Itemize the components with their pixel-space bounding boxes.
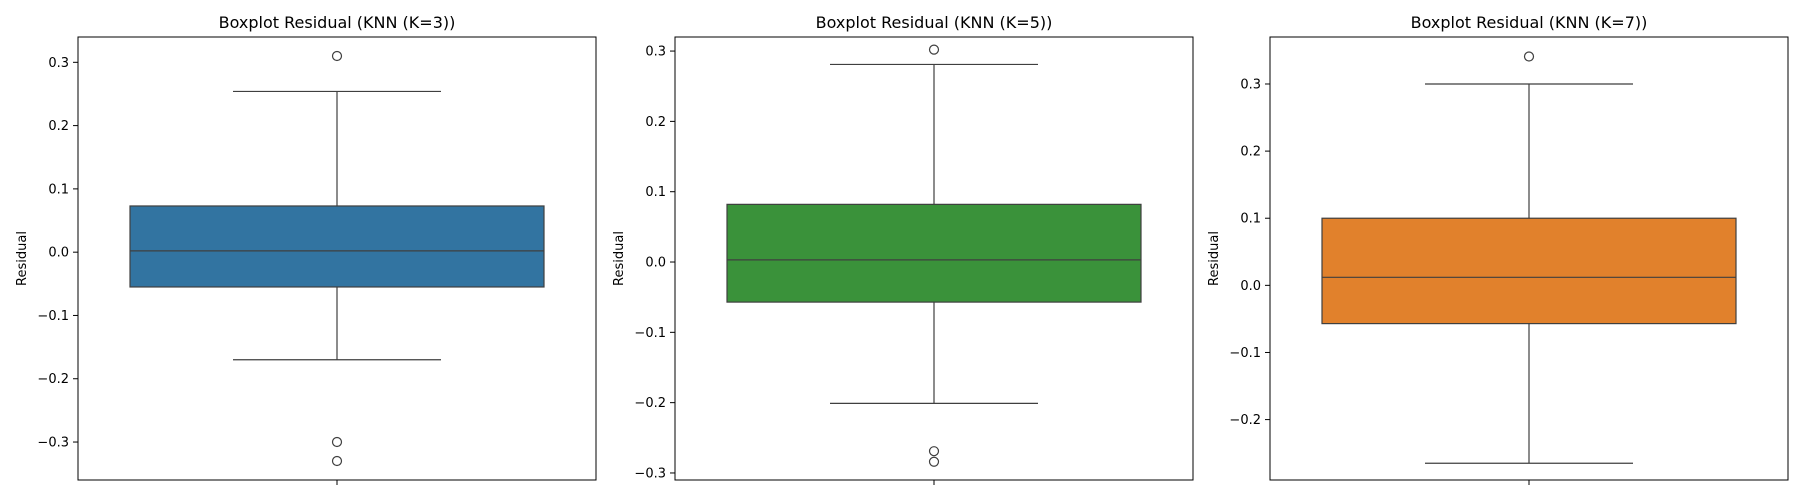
y-tick-label: −0.3 (634, 466, 666, 481)
outlier-point (331, 455, 343, 467)
y-tick-label: −0.1 (37, 309, 69, 324)
y-tick-label: 0.2 (48, 119, 69, 134)
y-tick-label: 0.1 (48, 182, 69, 197)
chart-panel-1: Boxplot Residual (KNN (K=3)) Residual −0.3… (15, 13, 597, 485)
outlier-point (928, 446, 940, 457)
iqr-box (129, 205, 545, 288)
plot-frame (674, 36, 1194, 481)
y-tick-label: 0.1 (645, 185, 666, 200)
chart-title: Boxplot Residual (KNN (K=7)) (1411, 13, 1648, 32)
iqr-box (726, 203, 1142, 303)
y-tick-label: 0.0 (1240, 279, 1261, 294)
chart-title: Boxplot Residual (KNN (K=5)) (816, 13, 1053, 32)
y-tick-label: −0.2 (634, 396, 666, 411)
y-tick-label: 0.3 (48, 56, 69, 71)
y-tick-label: 0.2 (1240, 145, 1261, 160)
y-axis-label: Residual (612, 231, 627, 286)
chart-title: Boxplot Residual (KNN (K=3)) (219, 13, 456, 32)
y-tick-label: −0.1 (634, 326, 666, 341)
y-tick-label: 0.3 (1240, 77, 1261, 92)
y-tick-label: −0.3 (37, 436, 69, 451)
y-tick-label: −0.2 (1229, 413, 1261, 428)
y-tick-label: 0.0 (48, 246, 69, 261)
y-axis-label: Residual (15, 231, 30, 286)
outlier-point (928, 44, 940, 55)
plot-frame (77, 36, 597, 481)
y-tick-label: 0.3 (645, 45, 666, 60)
outlier-point (331, 436, 343, 448)
y-tick-label: 0.0 (645, 256, 666, 271)
y-tick-label: −0.1 (1229, 346, 1261, 361)
y-tick-label: 0.1 (1240, 212, 1261, 227)
outlier-point (331, 50, 343, 62)
chart-panel-3: Boxplot Residual (KNN (K=7)) Residual −0.2… (1207, 13, 1789, 485)
chart-panel-2: Boxplot Residual (KNN (K=5)) Residual −0.3… (612, 13, 1194, 485)
y-tick-label: 0.2 (645, 115, 666, 130)
iqr-box (1321, 217, 1737, 325)
y-axis-label: Residual (1207, 231, 1222, 286)
plot-frame (1269, 36, 1789, 481)
y-tick-label: −0.2 (37, 372, 69, 387)
outlier-point (1523, 51, 1535, 62)
outlier-point (928, 456, 940, 467)
